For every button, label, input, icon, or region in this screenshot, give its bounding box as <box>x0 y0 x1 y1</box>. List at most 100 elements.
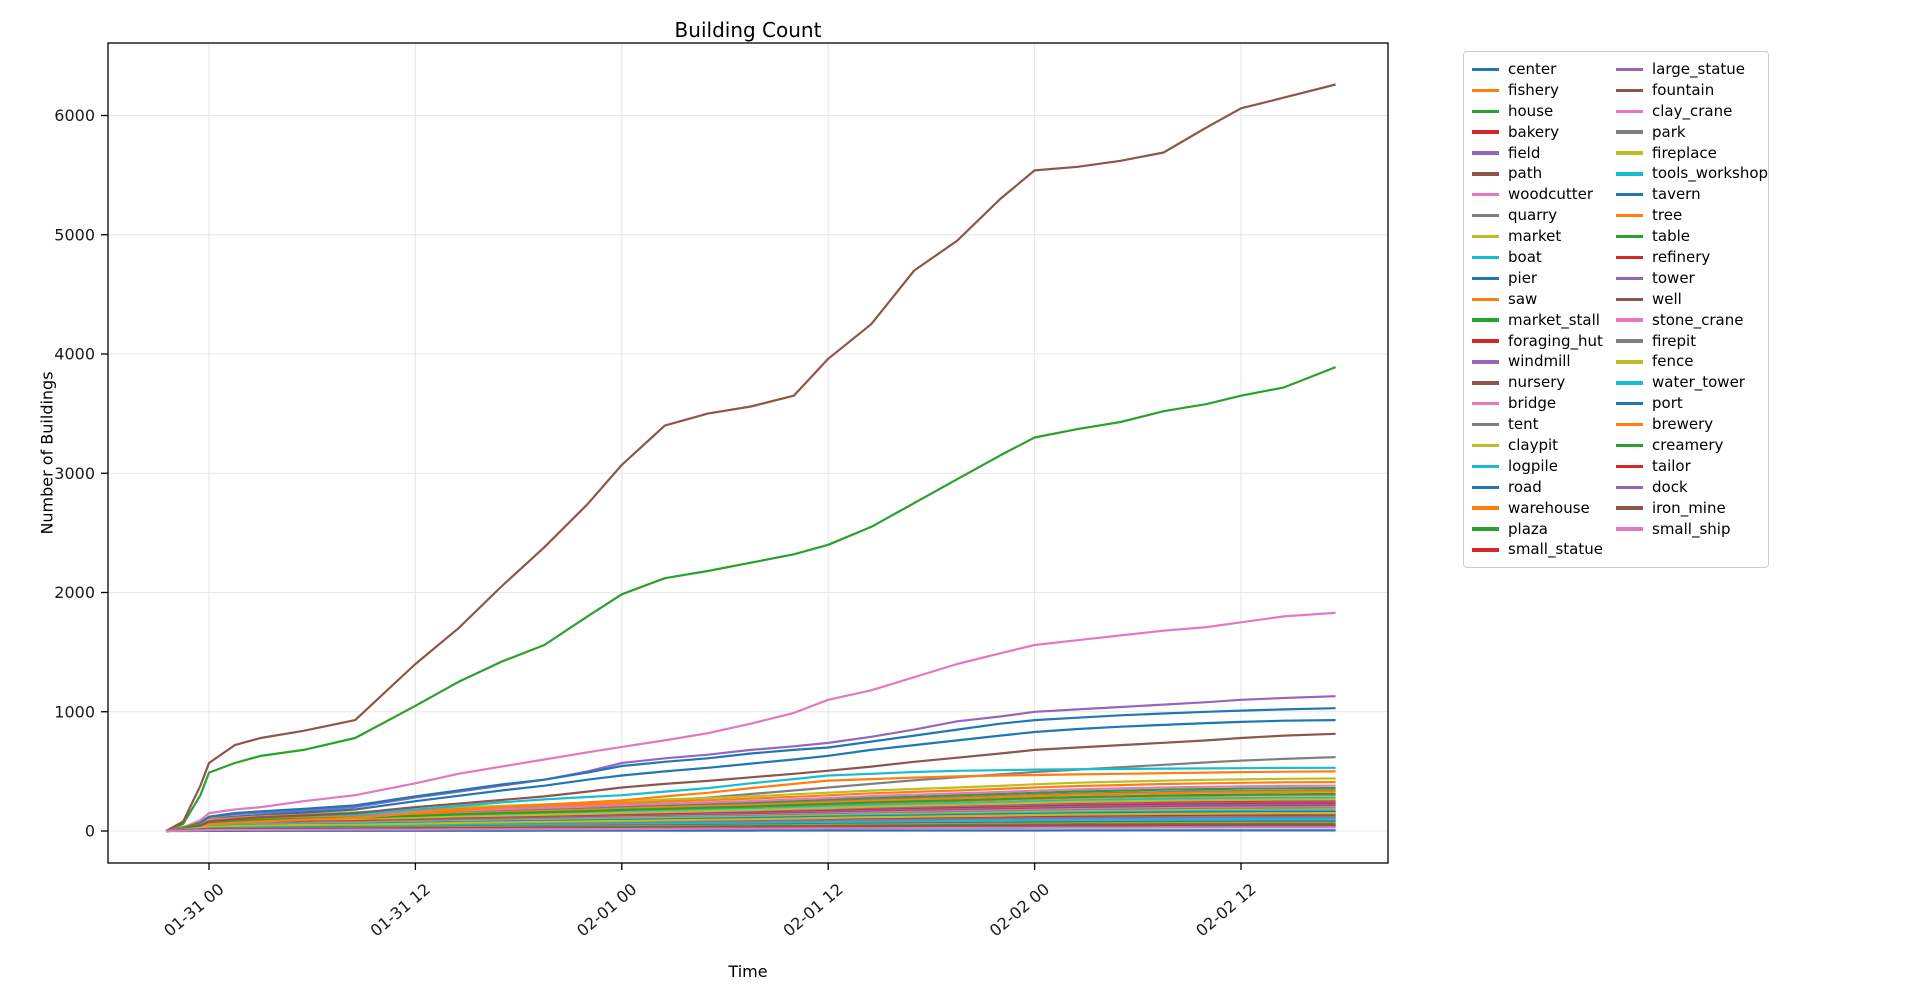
y-tick-label: 4000 <box>54 345 95 364</box>
legend-label: tools_workshop <box>1652 164 1769 183</box>
legend-item-small_ship: small_ship <box>1616 519 1760 540</box>
legend-item-tavern: tavern <box>1616 184 1760 205</box>
x-axis-label: Time <box>728 962 768 981</box>
legend-label: port <box>1652 394 1683 413</box>
legend-label: tower <box>1652 268 1695 287</box>
legend-line-swatch <box>1472 422 1499 427</box>
chart-title: Building Count <box>674 18 822 42</box>
series-line-path <box>165 83 1336 832</box>
legend-line-swatch <box>1616 422 1643 427</box>
legend-line-swatch <box>1616 506 1643 510</box>
legend-item-tree: tree <box>1616 205 1760 226</box>
y-tick-label: 6000 <box>54 106 95 125</box>
legend-label: tavern <box>1652 185 1701 204</box>
legend-item-boat: boat <box>1472 247 1616 268</box>
legend-line-swatch <box>1616 172 1643 176</box>
legend-line-swatch <box>1472 318 1499 322</box>
legend-line-swatch <box>1616 339 1643 343</box>
legend-line-swatch <box>1616 151 1643 155</box>
legend-item-claypit: claypit <box>1472 435 1616 456</box>
y-tick-label: 0 <box>85 822 95 841</box>
legend-line-swatch <box>1616 443 1643 448</box>
legend-label: small_statue <box>1508 540 1603 559</box>
legend-line-swatch <box>1472 381 1499 385</box>
series-line-woodcutter <box>165 611 1336 833</box>
legend-item-field: field <box>1472 143 1616 164</box>
y-tick-label: 1000 <box>54 702 95 721</box>
legend: center fishery house bakery field path woodcut… <box>1463 51 1769 569</box>
x-tick-label: 02-01 00 <box>573 880 640 941</box>
legend-label: fountain <box>1652 80 1715 99</box>
legend-line-swatch <box>1616 255 1643 260</box>
legend-label: small_ship <box>1652 519 1731 538</box>
legend-item-bridge: bridge <box>1472 393 1616 414</box>
legend-label: fence <box>1652 352 1694 371</box>
legend-line-swatch <box>1472 339 1499 343</box>
legend-line-swatch <box>1616 297 1643 301</box>
legend-label: saw <box>1508 289 1538 308</box>
legend-line-swatch <box>1616 318 1643 322</box>
series-line-road <box>165 707 1336 833</box>
legend-line-swatch <box>1616 485 1643 489</box>
legend-line-swatch <box>1472 255 1499 260</box>
legend-label: water_tower <box>1652 373 1745 392</box>
legend-item-windmill: windmill <box>1472 351 1616 372</box>
legend-line-swatch <box>1472 172 1499 176</box>
legend-line-swatch <box>1472 506 1499 510</box>
legend-item-park: park <box>1616 122 1760 143</box>
legend-label: house <box>1508 101 1554 120</box>
legend-label: warehouse <box>1508 498 1590 517</box>
legend-label: market <box>1508 227 1562 246</box>
legend-label: bakery <box>1508 122 1560 141</box>
x-tick-label: 01-31 12 <box>367 880 434 941</box>
legend-item-logpile: logpile <box>1472 456 1616 477</box>
x-tick-label: 01-31 00 <box>160 880 227 941</box>
legend-item-brewery: brewery <box>1616 414 1760 435</box>
legend-item-bakery: bakery <box>1472 122 1616 143</box>
legend-label: center <box>1508 59 1557 78</box>
legend-item-nursery: nursery <box>1472 372 1616 393</box>
legend-line-swatch <box>1472 485 1499 489</box>
legend-line-swatch <box>1616 276 1643 281</box>
legend-label: market_stall <box>1508 310 1600 329</box>
series-line-fence <box>165 811 1336 833</box>
legend-item-center: center <box>1472 59 1616 80</box>
x-tick-label: 02-02 00 <box>986 880 1053 941</box>
legend-item-house: house <box>1472 101 1616 122</box>
legend-label: claypit <box>1508 435 1559 454</box>
legend-line-swatch <box>1472 297 1499 301</box>
legend-label: iron_mine <box>1652 498 1726 517</box>
legend-item-road: road <box>1472 477 1616 498</box>
legend-label: refinery <box>1652 247 1711 266</box>
legend-item-water_tower: water_tower <box>1616 372 1760 393</box>
legend-item-refinery: refinery <box>1616 247 1760 268</box>
legend-line-swatch <box>1472 67 1499 72</box>
legend-line-swatch <box>1472 130 1499 134</box>
legend-line-swatch <box>1472 360 1499 364</box>
legend-label: woodcutter <box>1508 185 1594 204</box>
legend-line-swatch <box>1616 88 1643 93</box>
plot-frame <box>107 42 1389 864</box>
legend-line-swatch <box>1472 88 1499 93</box>
legend-item-well: well <box>1616 289 1760 310</box>
legend-line-swatch <box>1472 193 1499 197</box>
legend-label: quarry <box>1508 206 1558 225</box>
legend-label: path <box>1508 164 1543 183</box>
series-line-field <box>165 695 1336 833</box>
legend-item-warehouse: warehouse <box>1472 498 1616 519</box>
legend-line-swatch <box>1616 360 1643 364</box>
legend-line-swatch <box>1616 381 1643 385</box>
legend-item-clay_crane: clay_crane <box>1616 101 1760 122</box>
series-line-well <box>165 732 1336 833</box>
legend-line-swatch <box>1616 464 1643 469</box>
legend-label: clay_crane <box>1652 101 1733 120</box>
legend-item-stone_crane: stone_crane <box>1616 310 1760 331</box>
legend-item-table: table <box>1616 226 1760 247</box>
x-tick-label: 02-02 12 <box>1192 880 1259 941</box>
y-tick-label: 2000 <box>54 583 95 602</box>
legend-label: tree <box>1652 206 1683 225</box>
legend-label: boat <box>1508 247 1542 266</box>
legend-label: foraging_hut <box>1508 331 1603 350</box>
legend-item-plaza: plaza <box>1472 519 1616 540</box>
